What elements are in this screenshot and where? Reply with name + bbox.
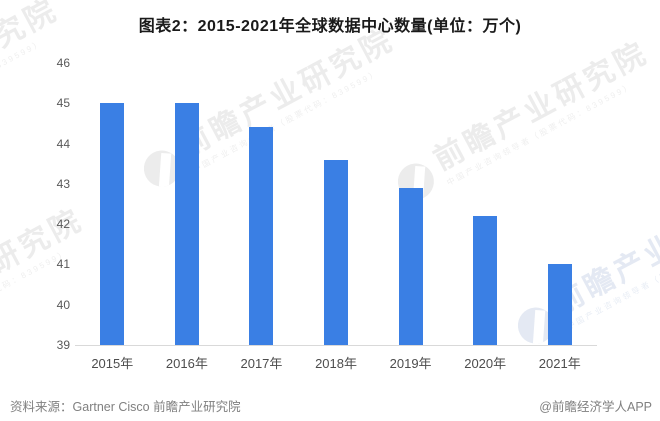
bar-chart: 46 45 44 43 42 41 40 39 2015年 2016年 2017…: [0, 56, 660, 373]
credit-note: @前瞻经济学人APP: [539, 400, 652, 414]
bar-slot: [150, 63, 225, 345]
y-tick-label: 40: [56, 297, 70, 312]
y-tick-label: 41: [56, 257, 70, 272]
x-tick-label: 2015年: [91, 356, 134, 371]
bar-slot: [224, 63, 299, 345]
bar-2017: [249, 127, 274, 345]
bar-slot: [373, 63, 448, 345]
x-axis: 2015年 2016年 2017年 2018年 2019年 2020年 2021…: [75, 353, 597, 372]
y-tick-label: 39: [56, 338, 70, 352]
y-tick-label: 43: [56, 176, 70, 191]
x-tick-label: 2020年: [464, 356, 507, 371]
y-tick-label: 46: [56, 56, 70, 70]
footer: 资料来源：Gartner Cisco 前瞻产业研究院 @前瞻经济学人APP: [10, 396, 652, 415]
x-tick-label: 2021年: [538, 356, 581, 371]
bar-slot: [522, 63, 597, 345]
source-note: 资料来源：Gartner Cisco 前瞻产业研究院: [10, 396, 241, 415]
bar-slot: [448, 63, 523, 345]
plot-area: [75, 63, 597, 346]
x-tick-label: 2018年: [315, 356, 357, 371]
bar-2019: [398, 187, 423, 345]
bar-2016: [174, 103, 199, 345]
x-tick-label: 2019年: [389, 356, 432, 371]
bar-slot: [299, 63, 374, 345]
x-tick-label: 2016年: [165, 356, 208, 371]
chart-title: 图表2：2015-2021年全球数据中心数量(单位：万个): [138, 18, 522, 35]
y-tick-label: 44: [56, 136, 70, 151]
bar-2020: [473, 216, 498, 345]
y-axis: 46 45 44 43 42 41 40 39: [0, 56, 70, 352]
x-tick-label: 2017年: [240, 356, 283, 371]
source-text: Gartner Cisco 前瞻产业研究院: [72, 400, 241, 414]
bar-2021: [547, 264, 572, 345]
bar-2018: [324, 159, 349, 345]
bar-slot: [75, 63, 150, 345]
y-tick-label: 42: [56, 217, 70, 232]
bar-2015: [100, 103, 125, 345]
y-tick-label: 45: [56, 96, 70, 111]
source-label: 资料来源：: [10, 400, 73, 414]
